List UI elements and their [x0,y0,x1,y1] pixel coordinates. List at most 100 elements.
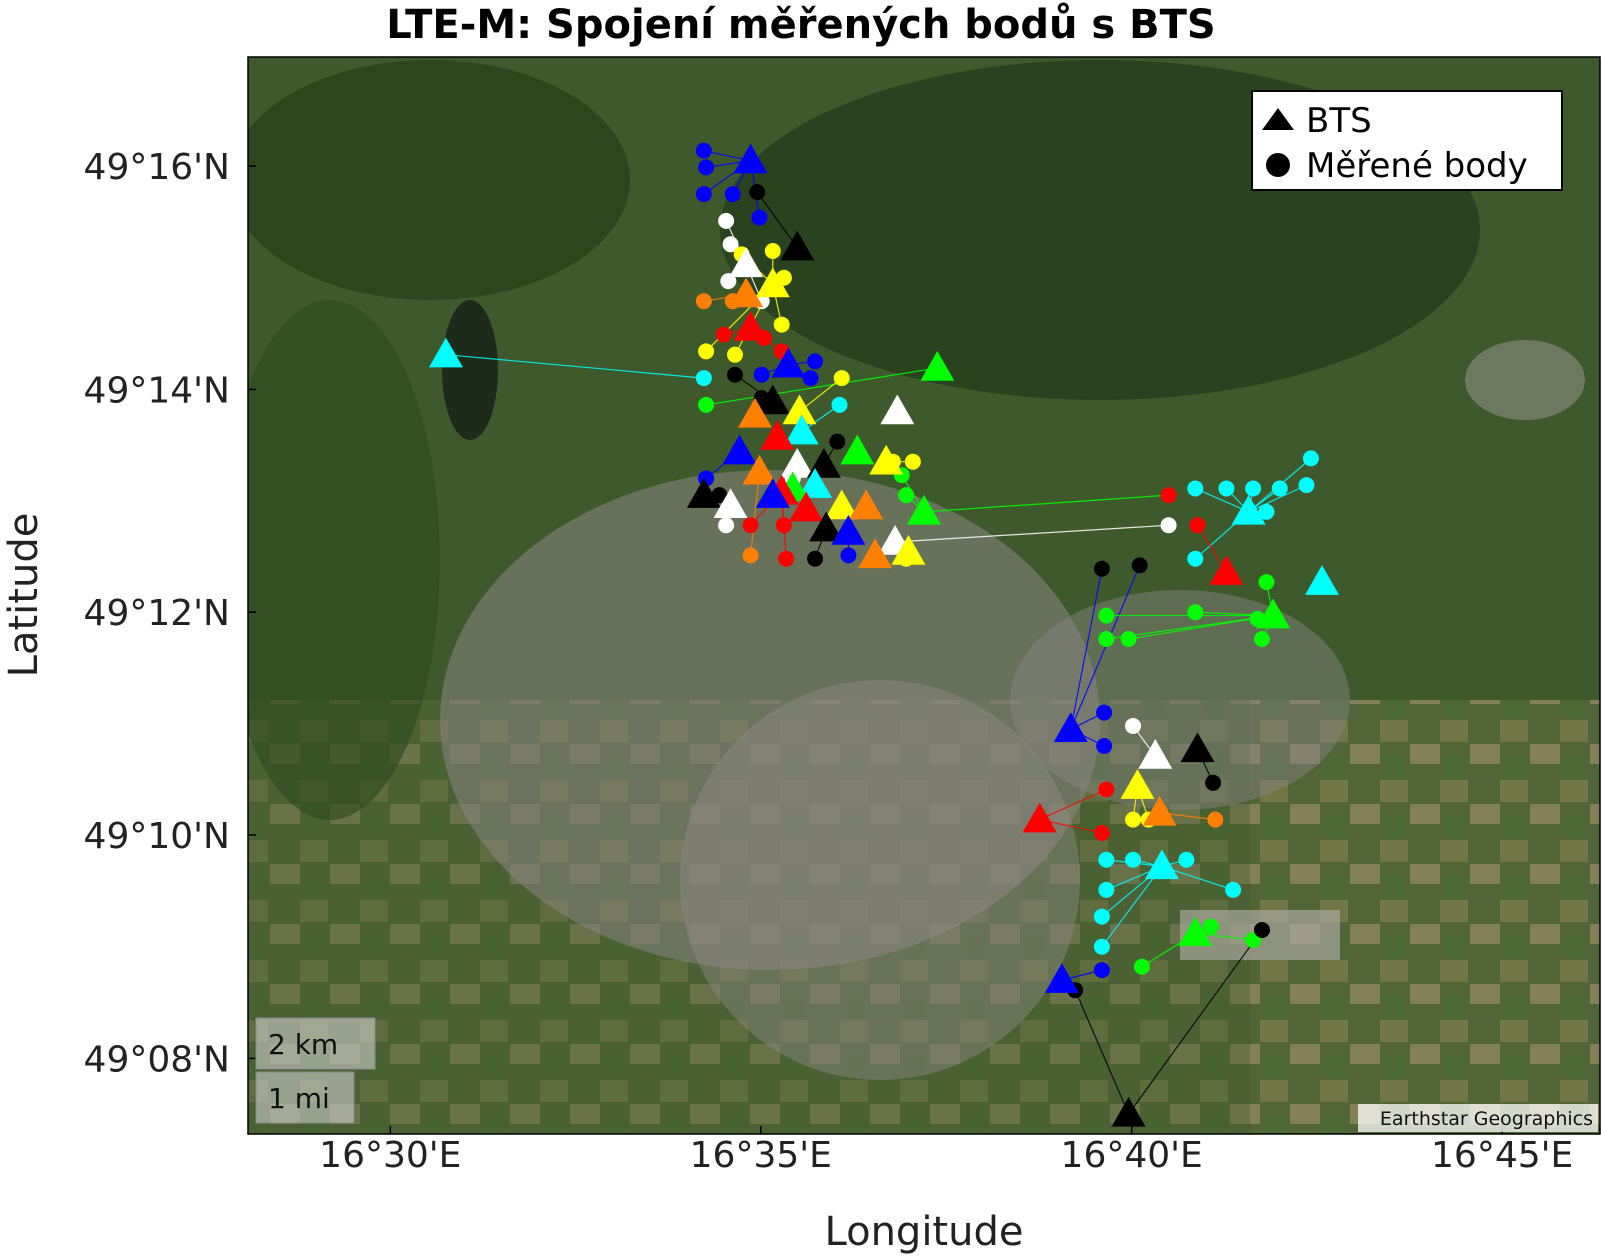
bts-marker [891,535,926,565]
measured-point [1225,881,1242,898]
measured-point [1258,574,1275,591]
measured-point [1093,560,1110,577]
scale-km-label: 2 km [268,1028,338,1061]
bts-marker [755,267,790,298]
scale-mi-box [255,1071,355,1124]
measured-point [1218,480,1235,497]
measured-point [1178,851,1195,868]
bts-marker [1144,849,1179,880]
bts-link-line [1039,788,1107,821]
bts-marker [780,448,815,478]
bts-marker [869,444,904,475]
scale-km-box [255,1017,376,1070]
bts-link-line [756,191,798,248]
bts-marker [1209,555,1244,585]
bts-marker [733,310,768,341]
measured-point [1125,717,1142,734]
bts-link-line [1248,484,1307,513]
bts-marker [824,489,859,520]
measured-point [695,142,712,159]
bts-marker [798,468,833,498]
measured-point [698,159,715,176]
measured-point [715,326,732,343]
bts-link-line [749,471,761,556]
measured-point [1254,630,1270,647]
measured-point [1098,851,1115,868]
bts-marker [755,478,790,508]
bts-markers [428,143,1340,1127]
scale-bar: 2 km 1 mi [255,1017,376,1124]
bts-marker [771,347,806,378]
y-tick-label: 49°16'N [84,147,230,188]
x-axis: 16°30'E 16°35'E 16°40'E 16°45'E [319,1126,1573,1176]
measured-point [718,517,735,534]
measured-point [726,366,743,383]
legend-box [1251,90,1563,191]
measured-point [807,550,824,567]
bts-marker [1138,739,1173,769]
bts-marker [1178,916,1213,947]
measured-point [1254,921,1270,938]
measured-point [1093,938,1110,955]
measured-point [831,396,848,413]
legend: BTS Měřené body [1251,90,1563,191]
bts-link-line [895,524,1169,543]
bts-marker [1044,963,1079,993]
measured-point [764,242,781,259]
bts-link-line [923,494,1169,513]
measured-point [1245,480,1262,497]
measured-point [1098,630,1115,647]
bts-marker [920,351,955,381]
measured-point [1202,918,1219,935]
measured-point [1125,811,1142,828]
bts-marker [880,394,915,425]
attribution-box [1358,1104,1598,1132]
bts-marker [1111,1096,1146,1127]
y-tick-label: 49°08'N [84,1039,230,1080]
bts-marker [1180,732,1215,763]
bts-marker [742,454,777,485]
measured-point [1298,477,1315,494]
measured-point [898,487,915,504]
bts-marker [780,230,815,261]
measured-point [1258,503,1275,520]
measured-point [773,316,790,333]
measured-point [829,433,846,450]
bts-marker [686,478,721,508]
measured-point [698,396,715,413]
bts-link-line [705,367,938,406]
x-tick-label: 16°35'E [690,1135,832,1176]
chart-title: LTE-M: Spojení měřených bodů s BTS [386,2,1216,48]
measured-point [1187,604,1204,621]
measured-point [1160,487,1177,504]
measured-point [1093,908,1110,925]
bts-marker [713,488,748,518]
y-tick-label: 49°14'N [84,370,230,411]
measured-points [695,142,1319,999]
measured-point [1096,704,1113,721]
bts-marker [733,143,768,174]
x-tick-label: 16°30'E [319,1135,461,1176]
bts-marker [782,394,817,425]
bts-marker [729,247,764,278]
attribution-label: Earthstar Geographics [1380,1108,1593,1130]
y-tick-label: 49°10'N [84,816,230,857]
measured-point [1093,962,1110,979]
measured-point [695,293,712,310]
x-tick-label: 16°40'E [1061,1135,1203,1176]
measured-point [904,453,921,470]
bts-link-line [1195,487,1249,513]
bts-marker [738,397,772,428]
bts-marker [831,514,866,545]
bts-marker [428,337,463,368]
y-tick-label: 49°12'N [84,593,230,634]
measured-point [695,370,712,387]
measured-point [1120,630,1137,647]
measured-point [722,236,739,253]
bts-marker [907,494,941,525]
bts-marker [722,434,757,465]
measured-point [726,346,743,363]
measured-point [742,517,759,534]
bts-marker [1231,494,1266,525]
measured-point [1187,480,1204,497]
